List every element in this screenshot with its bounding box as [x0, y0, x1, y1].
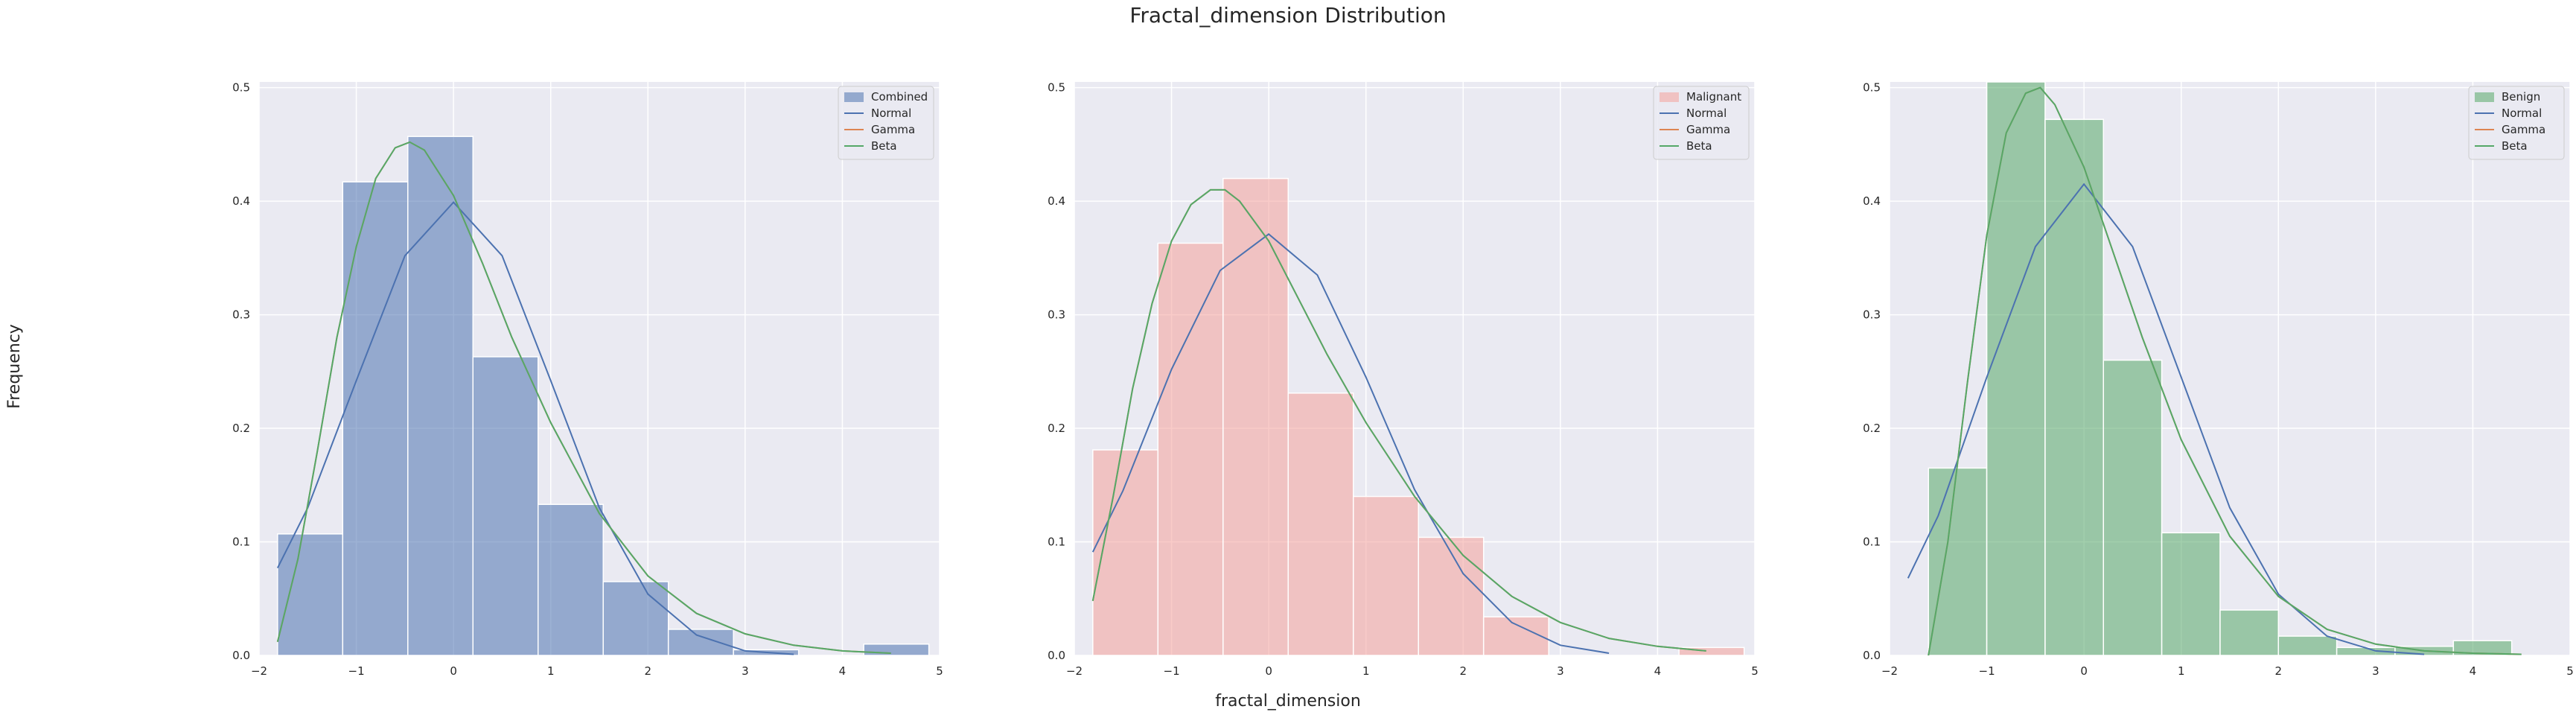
malignant-histogram-panel: −2 −1 0 1 2 3 4 5 0.0 0.1 0.2 0.3 0.4 0.5 Malignant Nor…: [1048, 81, 1759, 678]
legend-label: Beta: [1686, 139, 1712, 153]
legend-label: Normal: [871, 107, 911, 120]
y-tick-label: 0.3: [232, 308, 250, 322]
y-tick-label: 0.1: [232, 536, 250, 549]
histogram-bar: [1157, 242, 1224, 656]
x-tick-label: 0: [450, 664, 457, 678]
x-tick-label: 2: [645, 664, 652, 678]
legend-swatch: [844, 92, 864, 102]
normal-fit-line: [1907, 182, 2425, 655]
histogram-bar: [2219, 609, 2280, 656]
histogram-bar: [277, 533, 344, 656]
beta-fit-line: [1928, 86, 2522, 655]
beta-fit-line: [1091, 188, 1706, 652]
legend: Benign Normal Gamma Beta: [2468, 86, 2565, 160]
legend-label: Combined: [871, 90, 928, 104]
y-tick-label: 0.0: [232, 649, 250, 662]
histogram-bar: [667, 629, 734, 656]
legend-frame: [1653, 86, 1750, 160]
histogram-bar: [2277, 635, 2338, 656]
x-tick-label: 2: [1460, 664, 1467, 678]
figure-ylabel: Frequency: [5, 324, 24, 409]
legend-frame: [838, 86, 934, 160]
x-tick-label: −1: [1164, 664, 1180, 678]
legend-label: Gamma: [1686, 123, 1730, 136]
histogram-bar: [2161, 532, 2221, 656]
y-tick-label: 0.1: [1048, 536, 1065, 549]
histogram-bar: [1222, 177, 1289, 656]
x-tick-label: 2: [2275, 664, 2283, 678]
x-tick-label: 4: [839, 664, 847, 678]
histogram-bar: [342, 181, 409, 656]
legend-label: Normal: [1686, 107, 1727, 120]
x-tick-label: 3: [1557, 664, 1564, 678]
histogram-bar: [1418, 536, 1485, 656]
y-tick-label: 0.3: [1863, 308, 1881, 322]
x-tick-label: −1: [1979, 664, 1995, 678]
histogram-bar: [1678, 646, 1745, 656]
histogram-bar: [407, 136, 474, 656]
histogram-bar: [602, 581, 669, 656]
y-tick-label: 0.0: [1048, 649, 1065, 662]
combined-histogram-panel: −2 −1 0 1 2 3 4 5 0.0 0.1 0.2 0.3 0.4 0.5 Combined Norm…: [232, 81, 943, 678]
x-tick-label: 1: [547, 664, 555, 678]
legend-label: Normal: [2502, 107, 2542, 120]
y-tick-label: 0.2: [1863, 422, 1881, 435]
y-tick-label: 0.4: [1048, 194, 1065, 208]
legend: Combined Normal Gamma Beta: [838, 86, 934, 160]
x-tick-label: 4: [1654, 664, 1662, 678]
x-tick-label: −2: [1881, 664, 1898, 678]
y-tick-label: 0.5: [232, 81, 250, 95]
x-tick-label: 3: [2372, 664, 2379, 678]
histogram-bar: [472, 356, 539, 656]
histogram-bar: [1352, 495, 1419, 656]
histogram-bar: [1482, 616, 1549, 656]
y-tick-label: 0.1: [1863, 536, 1881, 549]
beta-fit-line: [276, 141, 891, 654]
x-tick-label: 1: [1362, 664, 1370, 678]
legend-frame: [2468, 86, 2565, 160]
legend-swatch: [2475, 92, 2494, 102]
figure-xlabel: fractal_dimension: [1215, 692, 1361, 711]
y-tick-label: 0.5: [1048, 81, 1065, 95]
figure-title: Fractal_dimension Distribution: [1129, 3, 1446, 28]
legend-label: Benign: [2502, 90, 2540, 104]
histogram-bar: [537, 503, 604, 656]
y-tick-label: 0.3: [1048, 308, 1065, 322]
histogram-bar: [1986, 81, 2046, 656]
x-tick-label: 5: [936, 664, 943, 678]
y-tick-label: 0.2: [232, 422, 250, 435]
normal-fit-line: [1091, 233, 1610, 654]
legend-swatch: [1660, 92, 1679, 102]
legend-label: Gamma: [871, 123, 915, 136]
normal-fit-line: [276, 201, 794, 655]
x-tick-label: −1: [348, 664, 365, 678]
x-tick-label: 5: [1751, 664, 1759, 678]
x-tick-label: −2: [1066, 664, 1083, 678]
y-tick-label: 0.2: [1048, 422, 1065, 435]
x-tick-label: 3: [742, 664, 749, 678]
legend-label: Malignant: [1686, 90, 1741, 104]
histogram-bar: [1928, 467, 1988, 656]
x-tick-label: 1: [2178, 664, 2185, 678]
y-tick-label: 0.0: [1863, 649, 1881, 662]
x-tick-label: 0: [2080, 664, 2088, 678]
x-tick-label: 4: [2470, 664, 2477, 678]
histogram-bar: [2044, 118, 2105, 656]
legend-label: Beta: [871, 139, 897, 153]
y-tick-label: 0.4: [1863, 194, 1881, 208]
legend-label: Gamma: [2502, 123, 2545, 136]
y-tick-label: 0.4: [232, 194, 250, 208]
legend-label: Beta: [2502, 139, 2528, 153]
histogram-bar: [1287, 393, 1354, 656]
x-tick-label: 0: [1265, 664, 1272, 678]
y-tick-label: 0.5: [1863, 81, 1881, 95]
x-tick-label: 5: [2566, 664, 2574, 678]
benign-histogram-panel: −2 −1 0 1 2 3 4 5 0.0 0.1 0.2 0.3 0.4 0.5 Benign Normal…: [1863, 81, 2574, 678]
histogram-bar: [863, 644, 930, 656]
histogram-bar: [2102, 359, 2163, 656]
x-tick-label: −2: [251, 664, 267, 678]
legend: Malignant Normal Gamma Beta: [1653, 86, 1750, 160]
histogram-bar: [2452, 640, 2513, 656]
